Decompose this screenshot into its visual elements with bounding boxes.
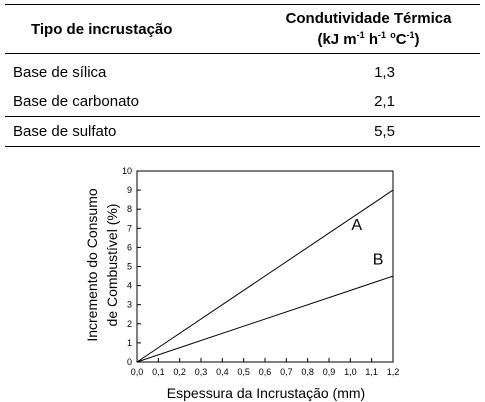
series-lines (136, 189, 394, 363)
series-label-a: A (351, 217, 362, 234)
unit-degree: o (390, 30, 396, 40)
cell-type: Base de sulfato (13, 123, 117, 140)
x-tick-label: 1,2 (387, 367, 400, 377)
y-tick-label: 6 (127, 242, 132, 252)
x-tick-label: 0,2 (173, 367, 186, 377)
x-tick-label: 0,3 (195, 367, 208, 377)
header-type: Tipo de incrustação (31, 20, 173, 38)
table-row: Base de sílica 1,3 (5, 54, 480, 88)
series-labels: AB (351, 217, 383, 268)
y-tick-label: 10 (122, 166, 132, 176)
y-tick-label: 1 (127, 338, 132, 348)
series-line-b (136, 275, 394, 363)
y-tick-label: 2 (127, 319, 132, 329)
x-tick-label: 0,0 (131, 367, 144, 377)
unit-exp-2: -1 (378, 30, 387, 40)
y-ticks: 0 1 2 3 4 5 6 7 8 9 10 (122, 166, 141, 367)
x-tick-label: 0,9 (323, 367, 336, 377)
x-tick-label: 0,7 (280, 367, 293, 377)
x-tick-label: 0,8 (301, 367, 314, 377)
header-conductivity-title: Condutividade Térmica (285, 10, 452, 27)
x-tick-label: 1,1 (365, 367, 378, 377)
y-tick-label: 7 (127, 223, 132, 233)
x-tick-label: 0,4 (216, 367, 229, 377)
plot-frame (136, 170, 394, 363)
x-tick-label: 0,6 (259, 367, 272, 377)
cell-value: 5,5 (374, 123, 395, 140)
series-line-a (136, 189, 394, 363)
y-tick-label: 5 (127, 262, 132, 272)
header-conductivity-unit: (kJ m-1 h-1 oC-1) (263, 27, 474, 48)
table-row: Base de sulfato 5,5 (5, 117, 480, 147)
y-axis-label-line1: Incremento do Consumo (84, 188, 100, 342)
x-tick-label: 0,5 (237, 367, 250, 377)
y-axis-label-line2: de Combustível (%) (104, 204, 120, 327)
y-tick-label: 4 (127, 281, 132, 291)
series-label-b: B (373, 252, 384, 269)
unit-exp-1: -1 (356, 30, 365, 40)
cell-value: 2,1 (374, 93, 395, 110)
table-header-row: Tipo de incrustação Condutividade Térmic… (5, 4, 480, 54)
x-axis-label: Espessura da Incrustação (mm) (167, 385, 365, 401)
cell-type: Base de carbonato (13, 93, 139, 110)
y-tick-label: 8 (127, 204, 132, 214)
x-tick-label: 0,1 (152, 367, 165, 377)
y-tick-label: 9 (127, 185, 132, 195)
cell-value: 1,3 (374, 64, 395, 81)
x-tick-label: 1,0 (344, 367, 357, 377)
chart-axes (136, 170, 394, 363)
unit-exp-3: -1 (406, 30, 415, 40)
table-row: Base de carbonato 2,1 (5, 87, 480, 117)
y-tick-label: 0 (127, 357, 132, 367)
header-conductivity: Condutividade Térmica (kJ m-1 h-1 oC-1) (257, 5, 480, 54)
conductivity-table: Tipo de incrustação Condutividade Térmic… (5, 4, 480, 147)
unit-c: C (395, 31, 407, 48)
unit-open: (kJ m (317, 31, 357, 48)
x-ticks: 0,0 0,1 0,2 0,3 0,4 0,5 0,6 0,7 0,8 0,9 1,0 1,1 1,2 (131, 358, 400, 377)
y-tick-label: 3 (127, 300, 132, 310)
cell-type: Base de sílica (13, 64, 107, 81)
conductivity-table-wrap: Tipo de incrustação Condutividade Térmic… (5, 4, 480, 147)
unit-close: ) (414, 31, 420, 48)
unit-h: h (364, 31, 378, 48)
